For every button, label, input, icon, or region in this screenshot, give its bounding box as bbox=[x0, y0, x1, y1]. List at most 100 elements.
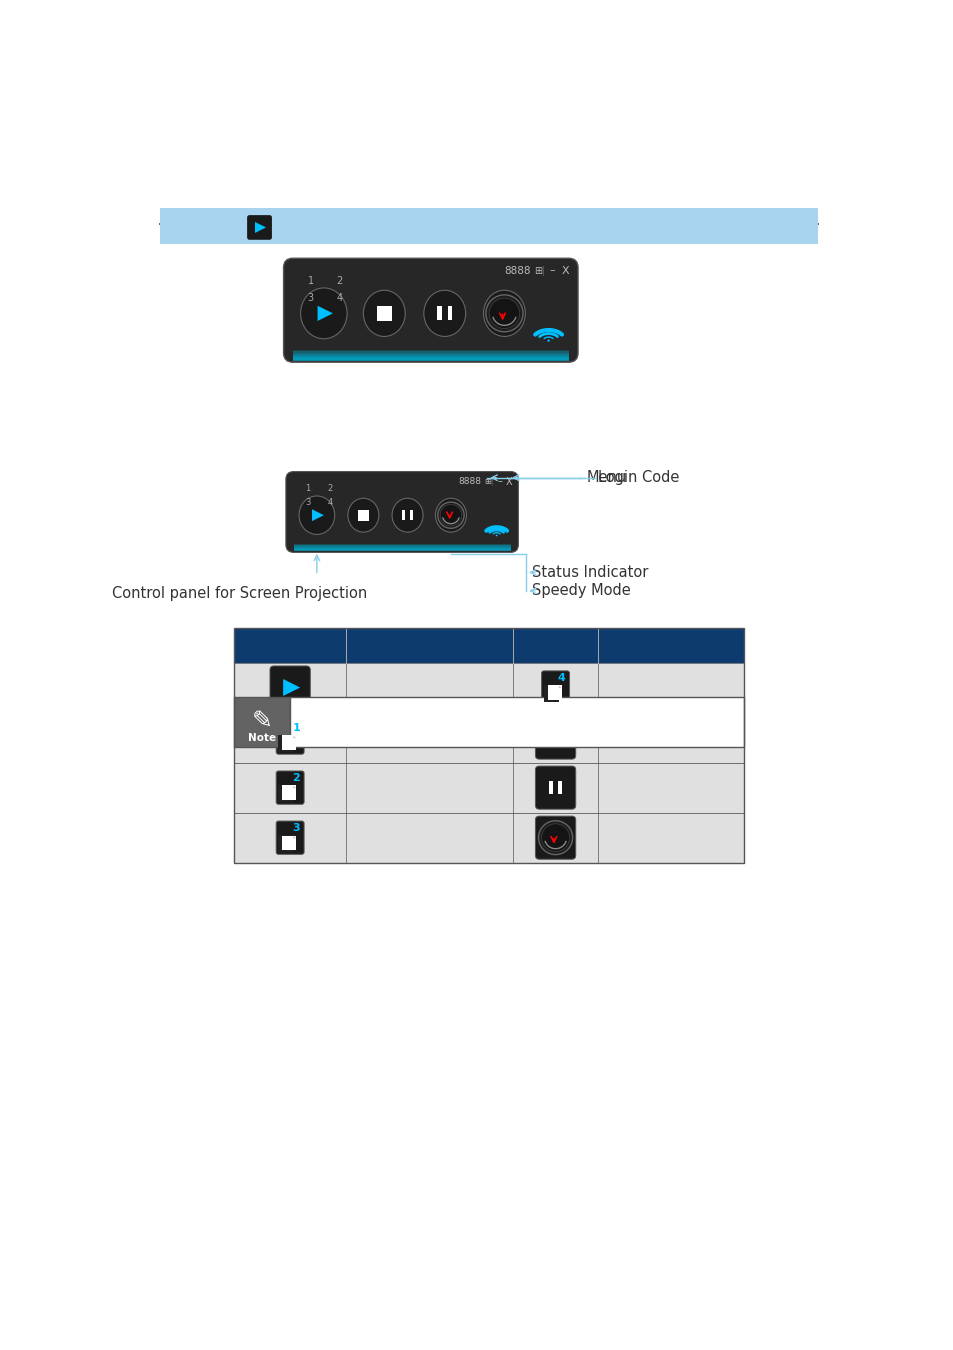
Ellipse shape bbox=[363, 290, 405, 336]
Bar bbox=[294, 547, 510, 549]
Bar bbox=[376, 305, 392, 321]
Ellipse shape bbox=[435, 498, 466, 532]
Bar bbox=[233, 813, 743, 863]
Text: 2: 2 bbox=[292, 774, 300, 783]
FancyBboxPatch shape bbox=[535, 716, 575, 759]
Bar bbox=[233, 697, 290, 747]
Circle shape bbox=[439, 505, 461, 526]
FancyBboxPatch shape bbox=[535, 765, 575, 809]
FancyBboxPatch shape bbox=[283, 258, 578, 362]
Ellipse shape bbox=[423, 290, 465, 336]
Bar bbox=[278, 784, 294, 802]
Bar bbox=[290, 697, 743, 747]
Ellipse shape bbox=[392, 498, 422, 532]
Bar bbox=[294, 549, 510, 551]
Circle shape bbox=[541, 824, 569, 852]
Polygon shape bbox=[558, 686, 561, 688]
Bar bbox=[233, 763, 743, 813]
Text: 1: 1 bbox=[292, 722, 300, 733]
Text: ✎: ✎ bbox=[251, 709, 272, 733]
Bar bbox=[357, 510, 369, 521]
Bar bbox=[558, 782, 562, 794]
Circle shape bbox=[547, 339, 549, 342]
Text: –: – bbox=[497, 477, 501, 486]
Text: Note: Note bbox=[248, 733, 275, 744]
Text: 3: 3 bbox=[307, 293, 314, 304]
Polygon shape bbox=[293, 786, 295, 788]
Text: X: X bbox=[505, 477, 512, 486]
Bar bbox=[293, 358, 568, 359]
Circle shape bbox=[437, 502, 464, 528]
FancyBboxPatch shape bbox=[541, 671, 569, 705]
FancyBboxPatch shape bbox=[276, 771, 304, 805]
FancyBboxPatch shape bbox=[535, 817, 575, 859]
Text: ⊞: ⊞ bbox=[533, 266, 541, 275]
Bar bbox=[294, 545, 510, 547]
Text: X: X bbox=[561, 266, 569, 275]
Text: Control panel for Screen Projection: Control panel for Screen Projection bbox=[112, 586, 367, 601]
Text: 1: 1 bbox=[305, 485, 310, 493]
Bar bbox=[278, 834, 294, 852]
Circle shape bbox=[485, 294, 522, 332]
Text: 2: 2 bbox=[335, 277, 342, 286]
Bar bbox=[447, 306, 452, 320]
Circle shape bbox=[537, 821, 572, 855]
Bar bbox=[233, 713, 743, 763]
Bar bbox=[293, 355, 568, 358]
Text: Status Indicator: Status Indicator bbox=[532, 564, 648, 580]
Bar bbox=[293, 350, 568, 352]
Circle shape bbox=[496, 535, 497, 536]
Bar bbox=[547, 686, 561, 701]
Bar bbox=[159, 208, 818, 243]
Bar bbox=[282, 786, 295, 801]
Polygon shape bbox=[254, 221, 266, 234]
Bar bbox=[282, 736, 295, 751]
FancyBboxPatch shape bbox=[270, 666, 310, 709]
Text: Menu: Menu bbox=[586, 470, 626, 485]
Bar bbox=[294, 548, 510, 549]
Text: 3: 3 bbox=[305, 498, 310, 506]
Text: 8888: 8888 bbox=[457, 477, 480, 486]
Bar bbox=[547, 730, 562, 745]
Bar bbox=[293, 354, 568, 356]
Text: 3: 3 bbox=[293, 824, 300, 833]
Bar bbox=[294, 547, 510, 548]
Text: Login Code: Login Code bbox=[598, 470, 679, 485]
Polygon shape bbox=[312, 509, 324, 521]
Polygon shape bbox=[317, 305, 333, 321]
FancyBboxPatch shape bbox=[276, 721, 304, 755]
FancyBboxPatch shape bbox=[247, 215, 272, 240]
Polygon shape bbox=[293, 836, 295, 838]
Text: 4: 4 bbox=[327, 498, 333, 506]
Text: 4: 4 bbox=[336, 293, 342, 304]
Text: 8888: 8888 bbox=[504, 266, 531, 275]
Bar bbox=[282, 836, 295, 850]
Ellipse shape bbox=[298, 495, 335, 535]
Text: –: – bbox=[549, 266, 555, 275]
Bar bbox=[293, 358, 568, 360]
Polygon shape bbox=[283, 679, 300, 697]
Bar bbox=[233, 628, 743, 663]
Bar bbox=[548, 782, 553, 794]
Ellipse shape bbox=[483, 290, 525, 336]
Text: 2: 2 bbox=[327, 485, 333, 493]
Bar bbox=[543, 684, 558, 702]
FancyBboxPatch shape bbox=[286, 471, 517, 552]
Text: ⊞: ⊞ bbox=[483, 477, 491, 486]
Ellipse shape bbox=[348, 498, 378, 532]
Circle shape bbox=[489, 298, 519, 328]
Bar bbox=[233, 663, 743, 713]
Bar bbox=[293, 356, 568, 358]
Text: Speedy Mode: Speedy Mode bbox=[532, 583, 631, 598]
Text: 4: 4 bbox=[558, 672, 565, 683]
Bar bbox=[436, 306, 441, 320]
Bar bbox=[278, 734, 294, 752]
Bar bbox=[293, 351, 568, 354]
FancyBboxPatch shape bbox=[276, 821, 304, 855]
Polygon shape bbox=[293, 736, 295, 738]
Ellipse shape bbox=[300, 288, 347, 339]
Bar bbox=[294, 544, 510, 547]
Bar bbox=[293, 352, 568, 355]
Bar bbox=[401, 510, 405, 520]
Bar bbox=[233, 628, 743, 863]
